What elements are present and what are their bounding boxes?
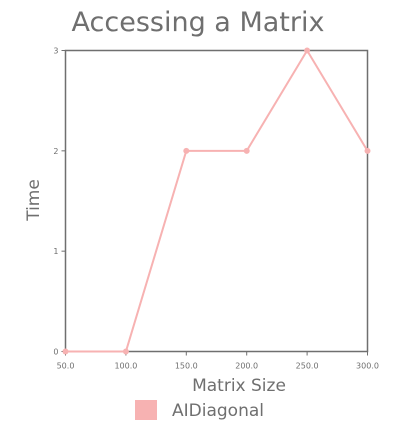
data-point bbox=[364, 147, 371, 154]
chart-title: Accessing a Matrix bbox=[72, 7, 325, 38]
x-axis: 50.0 100.0 150.0 200.0 250.0 300.0 bbox=[57, 351, 379, 371]
legend-swatch bbox=[135, 400, 157, 420]
y-tick-label: 2 bbox=[53, 147, 58, 156]
data-point bbox=[62, 348, 69, 355]
legend-label: AIDiagonal bbox=[172, 401, 264, 421]
data-point bbox=[183, 147, 190, 154]
x-tick-label: 300.0 bbox=[356, 362, 379, 371]
x-axis-label: Matrix Size bbox=[192, 376, 286, 396]
y-axis-label: Time bbox=[24, 179, 44, 222]
series-layer bbox=[62, 47, 371, 355]
x-tick-label: 100.0 bbox=[114, 362, 137, 371]
data-point bbox=[243, 147, 250, 154]
y-tick-label: 1 bbox=[53, 247, 58, 256]
y-axis: 0 1 2 3 bbox=[53, 47, 66, 357]
plot-border bbox=[64, 49, 369, 353]
data-point bbox=[122, 348, 129, 355]
data-point bbox=[304, 47, 311, 54]
series-line-aidiagonal bbox=[65, 49, 369, 353]
x-tick-label: 200.0 bbox=[235, 362, 258, 371]
plot-area bbox=[64, 49, 369, 353]
x-tick-label: 150.0 bbox=[175, 362, 198, 371]
y-tick-label: 3 bbox=[53, 47, 58, 56]
y-tick-label: 0 bbox=[53, 348, 58, 357]
legend: AIDiagonal bbox=[135, 400, 264, 421]
x-tick-label: 250.0 bbox=[296, 362, 319, 371]
x-tick-label: 50.0 bbox=[57, 362, 75, 371]
